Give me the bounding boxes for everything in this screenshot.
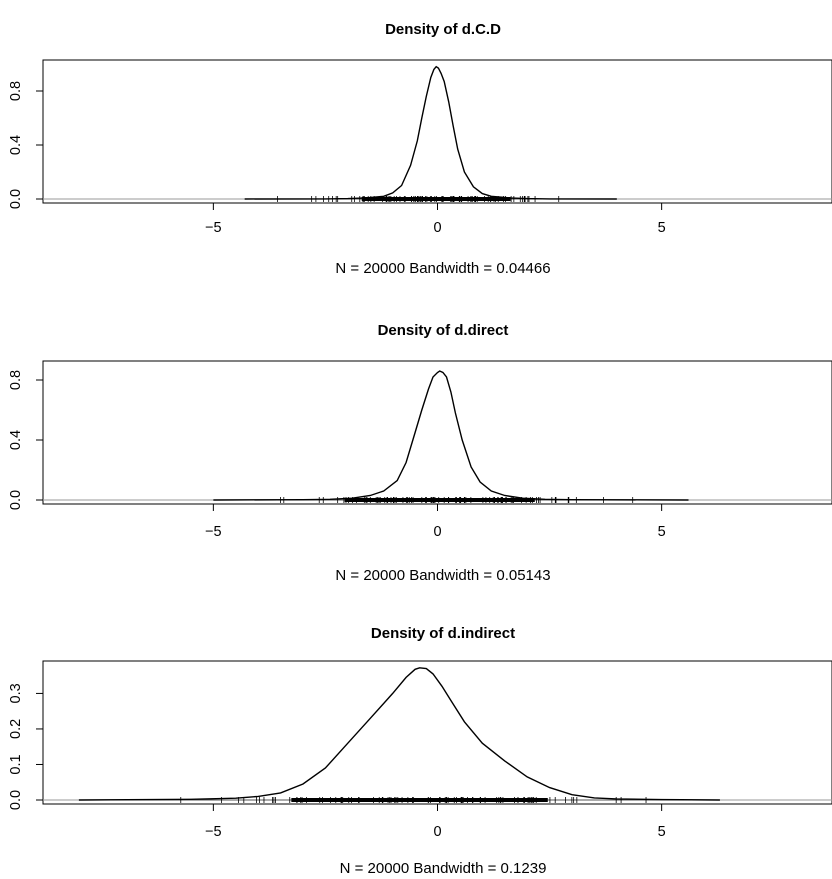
x-axis-label: N = 20000 Bandwidth = 0.04466 — [335, 260, 550, 277]
y-tick-label: 0.2 — [8, 719, 24, 739]
y-tick-label: 0.1 — [8, 754, 24, 774]
y-tick-label: 0.0 — [8, 490, 24, 510]
plot-layer: −5 0 5 0.0 0.1 0.2 0.3 — [8, 667, 832, 840]
density-curve — [78, 667, 720, 801]
x-tick-label: 5 — [658, 524, 666, 540]
y-tick-label: 0.3 — [8, 683, 24, 703]
plot-layer: −5 0 5 0.0 0.4 0.8 — [8, 370, 832, 540]
density-curve — [213, 370, 689, 501]
density-panel-direct: Density of d.direct −5 0 5 0.0 0.4 0.8 N = 20… — [8, 322, 832, 584]
y-tick-label: 0.8 — [8, 370, 24, 390]
plot-frame — [42, 59, 832, 204]
y-tick-label: 0.8 — [8, 81, 24, 101]
x-tick-label: 5 — [658, 824, 666, 840]
x-tick-label: 5 — [658, 220, 666, 236]
chart-title: Density of d.direct — [378, 322, 509, 339]
rug-dense-band — [291, 798, 548, 802]
plot-frame — [42, 360, 832, 505]
plot-frame — [42, 660, 832, 805]
rug-dense-band — [344, 498, 535, 502]
x-tick-label: −5 — [205, 524, 222, 540]
density-panel-dcd: Density of d.C.D −5 0 5 0.0 0.4 0.8 N = 20000… — [8, 21, 832, 277]
density-curve — [244, 65, 617, 200]
x-tick-label: 0 — [433, 824, 441, 840]
y-tick-label: 0.0 — [8, 189, 24, 209]
x-tick-label: 0 — [433, 524, 441, 540]
x-axis-label: N = 20000 Bandwidth = 0.05143 — [335, 567, 550, 584]
x-axis-label: N = 20000 Bandwidth = 0.1239 — [340, 860, 547, 877]
x-tick-label: −5 — [205, 824, 222, 840]
plot-layer: −5 0 5 0.0 0.4 0.8 — [8, 65, 832, 236]
y-tick-label: 0.4 — [8, 430, 24, 450]
y-tick-label: 0.0 — [8, 790, 24, 810]
y-tick-label: 0.4 — [8, 135, 24, 155]
chart-title: Density of d.indirect — [371, 625, 515, 642]
x-tick-label: 0 — [433, 220, 441, 236]
chart-title: Density of d.C.D — [385, 21, 501, 38]
x-tick-label: −5 — [205, 220, 222, 236]
density-panel-indirect: Density of d.indirect −5 0 5 0.0 0.1 0.2 0.3 N… — [8, 625, 832, 877]
